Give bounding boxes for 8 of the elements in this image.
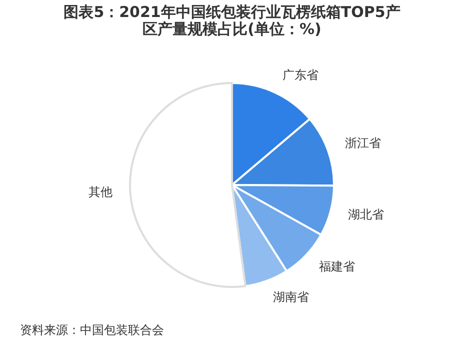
slice-label: 湖南省 — [273, 290, 310, 304]
slice-label: 湖北省 — [348, 208, 384, 222]
slice-label: 广东省 — [282, 68, 318, 82]
slice-label: 其他 — [88, 185, 112, 200]
chart-title: 图表5：2021年中国纸包装行业瓦楞纸箱TOP5产区产量规模占比(单位：%) — [62, 3, 402, 38]
slice-label: 福建省 — [319, 260, 356, 274]
slice-label: 浙江省 — [344, 136, 381, 150]
text: 资料来源：中国包装联合会 — [20, 322, 164, 339]
